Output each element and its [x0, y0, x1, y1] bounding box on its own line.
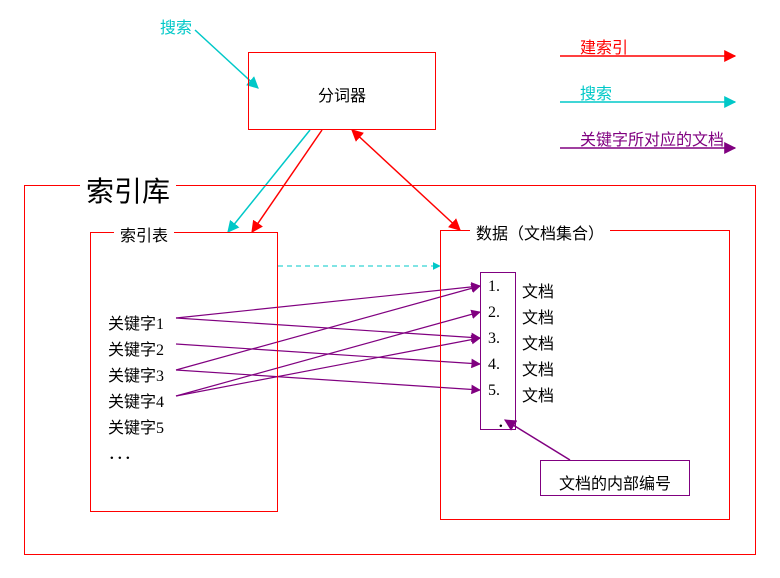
- keyword-item: 关键字2: [108, 336, 164, 360]
- legend-label-build-index: 建索引: [580, 34, 628, 58]
- legend-label-keyword-doc: 关键字所对应的文档: [580, 126, 724, 150]
- doc-number: 1.: [488, 278, 500, 296]
- search-label-top: 搜索: [160, 14, 192, 38]
- doc-number: 5.: [488, 382, 500, 400]
- doc-label: 文档: [522, 356, 554, 380]
- doc-number: 2.: [488, 304, 500, 322]
- legend-label-search: 搜索: [580, 80, 612, 104]
- doc-number: 4.: [488, 356, 500, 374]
- doc-label: 文档: [522, 278, 554, 302]
- keyword-item: 关键字1: [108, 310, 164, 334]
- doc-label: 文档: [522, 382, 554, 406]
- keyword-item: ．．．: [108, 440, 140, 464]
- doc-label: 文档: [522, 330, 554, 354]
- index-table-title: 索引表: [114, 222, 174, 246]
- doc-number: 3.: [488, 330, 500, 348]
- data-box-title: 数据（文档集合）: [470, 220, 610, 244]
- index-store-title: 索引库: [80, 170, 176, 210]
- doc-label: 文档: [522, 304, 554, 328]
- keyword-item: 关键字4: [108, 388, 164, 412]
- tokenizer-box: 分词器: [248, 52, 436, 130]
- doc-list-ellipsis: ．: [497, 408, 513, 432]
- keyword-item: 关键字5: [108, 414, 164, 438]
- internal-id-box: 文档的内部编号: [540, 460, 690, 496]
- tokenizer-label: 分词器: [249, 82, 435, 106]
- keyword-item: 关键字3: [108, 362, 164, 386]
- internal-id-label: 文档的内部编号: [541, 470, 689, 494]
